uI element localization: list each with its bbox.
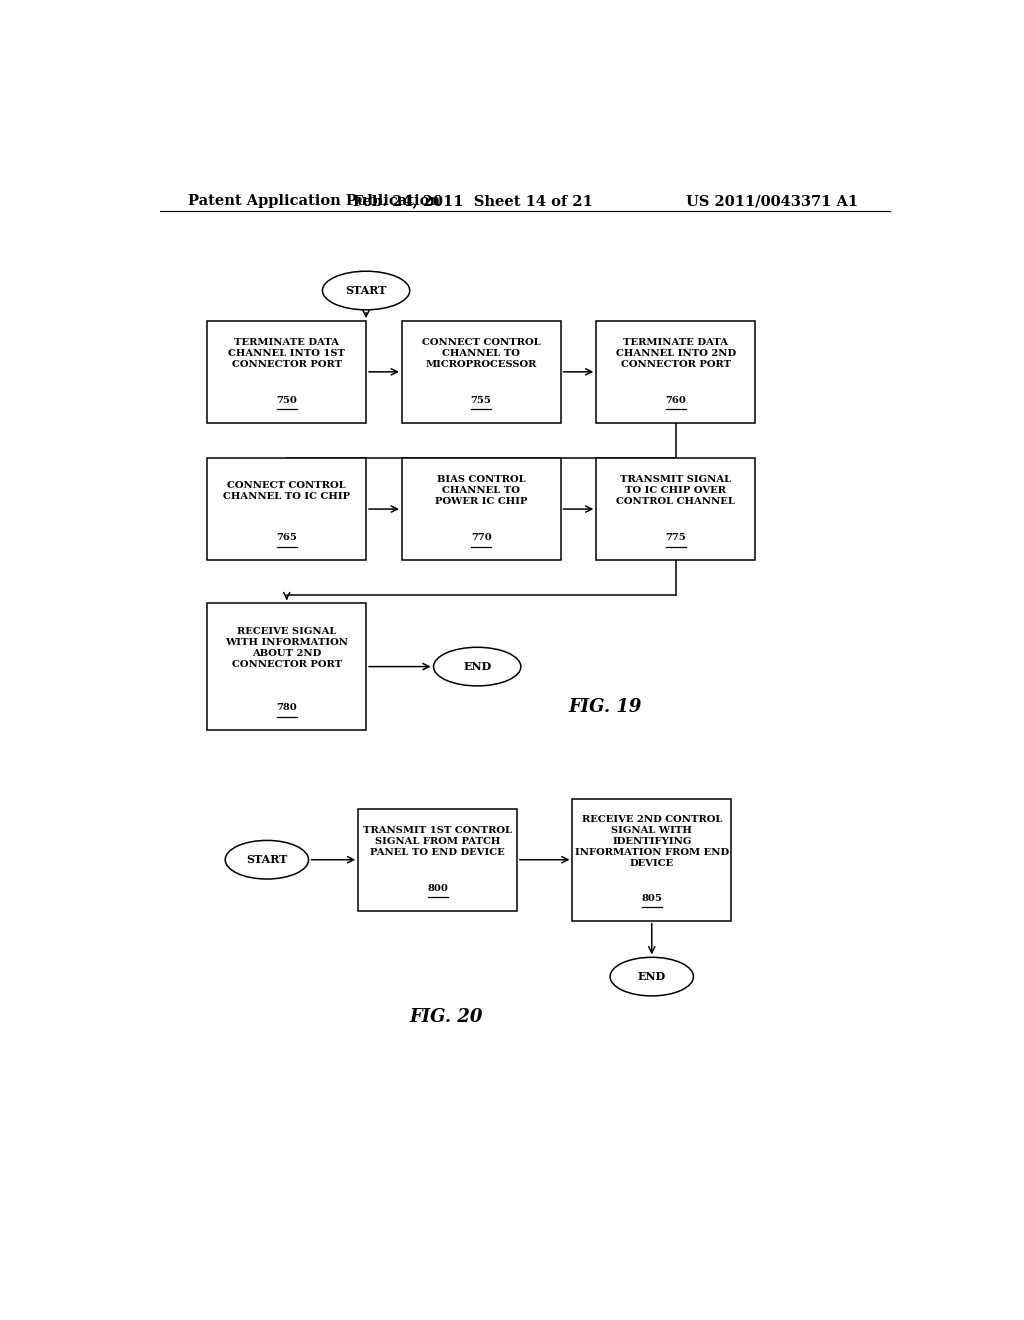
Text: RECEIVE SIGNAL
WITH INFORMATION
ABOUT 2ND
CONNECTOR PORT: RECEIVE SIGNAL WITH INFORMATION ABOUT 2N… xyxy=(225,627,348,669)
Text: START: START xyxy=(345,285,387,296)
Text: Patent Application Publication: Patent Application Publication xyxy=(187,194,439,209)
Ellipse shape xyxy=(323,271,410,310)
Text: 805: 805 xyxy=(641,894,663,903)
Ellipse shape xyxy=(610,957,693,995)
FancyBboxPatch shape xyxy=(572,799,731,921)
FancyBboxPatch shape xyxy=(358,809,517,911)
Text: 765: 765 xyxy=(276,533,297,543)
Text: TERMINATE DATA
CHANNEL INTO 1ST
CONNECTOR PORT: TERMINATE DATA CHANNEL INTO 1ST CONNECTO… xyxy=(228,338,345,370)
FancyBboxPatch shape xyxy=(596,458,755,560)
Text: FIG. 20: FIG. 20 xyxy=(410,1008,483,1026)
Text: 775: 775 xyxy=(666,533,686,543)
Text: CONNECT CONTROL
CHANNEL TO
MICROPROCESSOR: CONNECT CONTROL CHANNEL TO MICROPROCESSO… xyxy=(422,338,541,370)
Text: 780: 780 xyxy=(276,704,297,713)
Text: CONNECT CONTROL
CHANNEL TO IC CHIP: CONNECT CONTROL CHANNEL TO IC CHIP xyxy=(223,480,350,500)
Text: 760: 760 xyxy=(666,396,686,405)
Text: START: START xyxy=(246,854,288,865)
FancyBboxPatch shape xyxy=(207,458,367,560)
FancyBboxPatch shape xyxy=(596,321,755,422)
Text: END: END xyxy=(638,972,666,982)
Text: TERMINATE DATA
CHANNEL INTO 2ND
CONNECTOR PORT: TERMINATE DATA CHANNEL INTO 2ND CONNECTO… xyxy=(615,338,735,370)
Text: 800: 800 xyxy=(427,883,447,892)
Text: Feb. 24, 2011  Sheet 14 of 21: Feb. 24, 2011 Sheet 14 of 21 xyxy=(353,194,593,209)
FancyBboxPatch shape xyxy=(207,321,367,422)
Text: 750: 750 xyxy=(276,396,297,405)
Ellipse shape xyxy=(225,841,308,879)
Text: END: END xyxy=(463,661,492,672)
FancyBboxPatch shape xyxy=(401,458,560,560)
Text: 755: 755 xyxy=(471,396,492,405)
FancyBboxPatch shape xyxy=(401,321,560,422)
Text: BIAS CONTROL
CHANNEL TO
POWER IC CHIP: BIAS CONTROL CHANNEL TO POWER IC CHIP xyxy=(435,475,527,507)
Text: US 2011/0043371 A1: US 2011/0043371 A1 xyxy=(686,194,858,209)
Text: TRANSMIT SIGNAL
TO IC CHIP OVER
CONTROL CHANNEL: TRANSMIT SIGNAL TO IC CHIP OVER CONTROL … xyxy=(616,475,735,507)
Text: 770: 770 xyxy=(471,533,492,543)
Text: TRANSMIT 1ST CONTROL
SIGNAL FROM PATCH
PANEL TO END DEVICE: TRANSMIT 1ST CONTROL SIGNAL FROM PATCH P… xyxy=(362,826,512,857)
Text: FIG. 19: FIG. 19 xyxy=(568,698,642,717)
FancyBboxPatch shape xyxy=(207,603,367,730)
Text: RECEIVE 2ND CONTROL
SIGNAL WITH
IDENTIFYING
INFORMATION FROM END
DEVICE: RECEIVE 2ND CONTROL SIGNAL WITH IDENTIFY… xyxy=(574,814,729,869)
Ellipse shape xyxy=(433,647,521,686)
